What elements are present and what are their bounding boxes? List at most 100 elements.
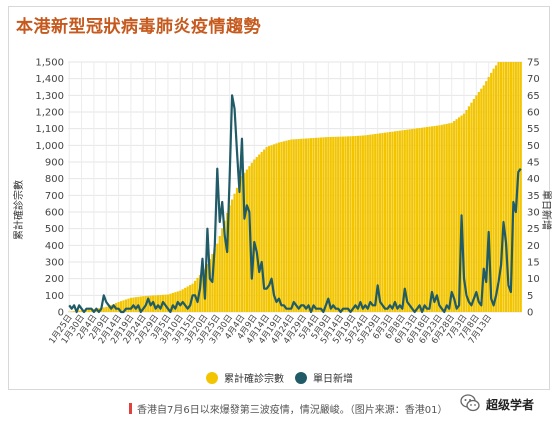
cumulative-bar	[339, 136, 342, 312]
cumulative-bar	[497, 62, 500, 312]
cumulative-bar	[411, 129, 414, 312]
cumulative-bar	[428, 126, 431, 313]
cumulative-bar	[201, 272, 204, 312]
cumulative-bar	[73, 311, 76, 312]
y-axis-label-right: 單日新增	[540, 190, 553, 230]
y-tick-left: 200	[45, 274, 64, 285]
cumulative-bar	[327, 137, 330, 312]
cumulative-bar	[490, 72, 493, 312]
daily-line	[68, 94, 522, 314]
cumulative-bar	[425, 127, 429, 312]
cumulative-bar	[228, 205, 231, 312]
cumulative-bar	[349, 136, 352, 312]
cumulative-bar	[275, 143, 278, 312]
cumulative-bar	[408, 129, 411, 312]
legend: 累計確診宗數 單日新增	[206, 372, 353, 385]
cumulative-bar	[366, 135, 369, 312]
cumulative-bar	[300, 138, 303, 312]
y-tick-right: 55	[527, 124, 540, 135]
watermark-text: 超级学者	[486, 398, 535, 412]
y-tick-right: 0	[527, 308, 533, 319]
cumulative-bar	[154, 295, 157, 312]
y-tick-right: 35	[527, 191, 540, 202]
cumulative-bar	[457, 117, 461, 312]
cumulative-bar	[423, 127, 426, 312]
cumulative-bar	[344, 136, 347, 312]
cumulative-bar	[467, 106, 471, 312]
y-tick-left: 900	[45, 158, 64, 169]
cumulative-bar	[97, 308, 100, 312]
cumulative-bar	[169, 293, 172, 312]
cumulative-bar	[268, 146, 271, 312]
cumulative-bar	[512, 62, 515, 312]
cumulative-bar	[90, 309, 93, 312]
cumulative-bar	[127, 298, 130, 312]
cumulative-bar	[122, 300, 125, 312]
y-tick-left: 1,200	[35, 108, 64, 119]
cumulative-bar	[495, 65, 498, 312]
cumulative-bar	[485, 81, 488, 313]
cumulative-bar	[265, 147, 268, 312]
cumulative-bar	[117, 302, 120, 312]
y-tick-right: 70	[527, 74, 540, 85]
y-tick-left: 1,500	[35, 58, 64, 69]
cumulative-bar	[240, 176, 244, 312]
cumulative-bar	[184, 287, 187, 312]
cumulative-bar	[450, 122, 453, 312]
y-tick-right: 60	[527, 108, 540, 119]
cumulative-bar	[112, 304, 115, 312]
cumulative-bar	[223, 220, 226, 312]
cumulative-bar	[379, 133, 382, 312]
cumulative-bar	[420, 127, 424, 313]
x-axis: 1月25日1月30日2月4日2月9日2月14日2月19日2月24日2月29日3月…	[47, 313, 494, 346]
cumulative-bar	[282, 141, 285, 312]
cumulative-bar	[443, 124, 446, 312]
cumulative-bar	[472, 99, 475, 312]
image-caption: 香港自7月6日以來爆發第三波疫情，情況嚴峻。（图片来源：香港01）	[137, 405, 448, 416]
cumulative-bar	[305, 138, 308, 312]
cumulative-bar	[334, 136, 337, 312]
cumulative-bar	[287, 140, 290, 312]
y-tick-left: 100	[45, 291, 64, 302]
cumulative-bar	[393, 131, 397, 312]
cumulative-bar	[292, 139, 295, 312]
cumulative-bar	[213, 248, 216, 312]
cumulative-bar	[105, 307, 108, 312]
legend-daily-label: 單日新增	[313, 372, 353, 385]
cumulative-bar	[250, 162, 253, 312]
cumulative-bar	[492, 68, 495, 313]
cumulative-bar	[255, 157, 258, 312]
cumulative-bar	[369, 134, 372, 312]
cumulative-bar	[218, 236, 221, 312]
cumulative-bar	[70, 311, 73, 312]
cumulative-bar	[440, 124, 443, 312]
cumulative-bar	[107, 306, 110, 312]
y-tick-right: 30	[527, 208, 540, 219]
cumulative-bar	[438, 125, 441, 312]
cumulative-bar	[504, 62, 508, 312]
cumulative-bar	[416, 128, 419, 312]
cumulative-bar	[174, 292, 177, 312]
y-axis-right: 0 5 10 15 20 25 30 35 40 45 50 55 60 65 70 75	[527, 58, 540, 319]
y-tick-right: 75	[527, 58, 540, 69]
y-tick-left: 600	[45, 208, 64, 219]
cumulative-bar	[364, 135, 367, 312]
y-tick-left: 300	[45, 258, 64, 269]
y-tick-right: 45	[527, 158, 540, 169]
y-tick-left: 1,000	[35, 141, 64, 152]
cumulative-bar	[453, 121, 456, 312]
cumulative-bar	[181, 289, 184, 312]
cumulative-bar	[124, 299, 128, 312]
cumulative-bar	[406, 129, 409, 312]
y-tick-right: 5	[527, 291, 533, 302]
cumulative-bar	[243, 172, 246, 312]
cumulative-bar	[342, 136, 345, 312]
y-tick-left: 1,300	[35, 91, 64, 102]
cumulative-bar	[307, 138, 310, 312]
cumulative-bar	[245, 169, 248, 312]
cumulative-bar	[386, 132, 389, 312]
cumulative-bar	[499, 62, 503, 312]
cumulative-bar	[309, 138, 313, 312]
cumulative-bar	[433, 126, 436, 312]
